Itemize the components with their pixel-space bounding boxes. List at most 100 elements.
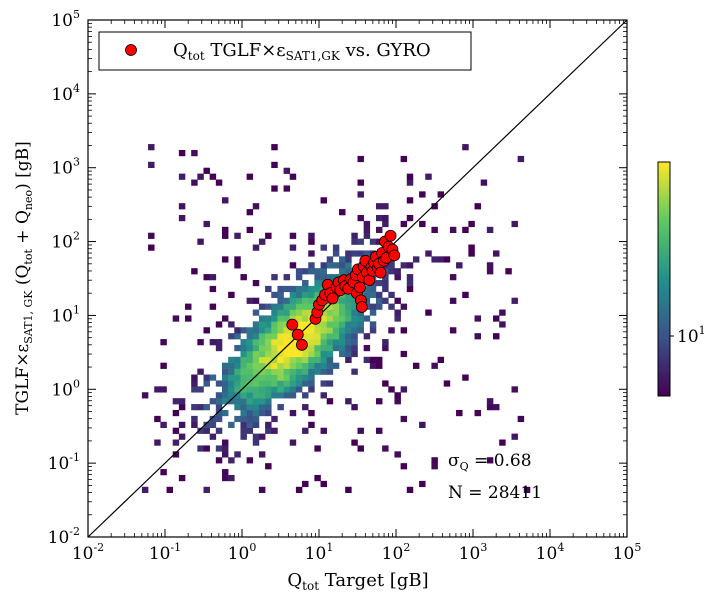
heatmap-cell <box>308 380 315 387</box>
heatmap-cell <box>271 415 278 423</box>
heatmap-cell <box>258 380 266 387</box>
heatmap-cell <box>228 457 235 464</box>
heatmap-cell <box>283 185 291 192</box>
heatmap-cell <box>382 297 389 304</box>
heatmap-cell <box>234 333 241 340</box>
heatmap-cell <box>339 268 346 275</box>
heatmap-cell <box>345 398 352 405</box>
heatmap-cell <box>345 315 352 322</box>
sigma-annotation: σQ = 0.68 <box>448 451 532 473</box>
heatmap-cell <box>209 173 217 180</box>
heatmap-cell <box>252 297 260 304</box>
heatmap-cell <box>197 404 204 411</box>
heatmap-cell <box>382 344 389 352</box>
heatmap-cell <box>314 368 321 375</box>
heatmap-cell <box>240 350 247 358</box>
heatmap-cell <box>302 368 309 375</box>
heatmap-cell <box>511 297 518 304</box>
heatmap-cell <box>258 362 266 369</box>
heatmap-cell <box>295 362 303 369</box>
heatmap-cell <box>314 339 321 346</box>
heatmap-cell <box>468 244 475 251</box>
heatmap-cell <box>320 344 327 352</box>
heatmap-cell <box>271 333 278 340</box>
heatmap-cell <box>258 451 266 458</box>
heatmap-cell <box>283 297 291 304</box>
heatmap-cell <box>228 368 235 375</box>
heatmap-cell <box>271 309 278 316</box>
heatmap-cell <box>339 256 346 263</box>
heatmap-cell <box>523 486 531 493</box>
heatmap-cell <box>412 362 420 369</box>
heatmap-cell <box>351 303 358 310</box>
heatmap-cell <box>295 350 303 358</box>
heatmap-cell <box>258 356 266 363</box>
legend: Qtot TGLF×εSAT1,GK vs. GYRO <box>98 31 472 71</box>
x-tick-label: 101 <box>305 541 334 564</box>
heatmap-cell <box>339 297 346 304</box>
heatmap-cell <box>326 315 334 322</box>
heatmap-cell <box>394 268 401 275</box>
heatmap-cell <box>283 368 291 375</box>
heatmap-cell <box>258 398 266 405</box>
heatmap-cell <box>252 321 260 328</box>
heatmap-cell <box>314 321 321 328</box>
heatmap-cell <box>314 333 321 340</box>
heatmap-cell <box>486 404 494 411</box>
heatmap-cell <box>375 214 383 222</box>
heatmap-cell <box>468 250 475 257</box>
heatmap-cell <box>351 350 358 358</box>
heatmap-cell <box>314 327 321 334</box>
heatmap-cell <box>234 232 241 239</box>
heatmap-cell <box>265 350 272 358</box>
heatmap-cell <box>154 439 161 446</box>
heatmap-cell <box>228 392 235 399</box>
heatmap-cell <box>283 274 291 281</box>
heatmap-cell <box>252 356 260 363</box>
heatmap-cell <box>265 333 272 340</box>
heatmap-cell <box>209 274 217 281</box>
heatmap-cell <box>289 244 297 251</box>
heatmap-cell <box>265 356 272 363</box>
heatmap-cell <box>240 374 247 381</box>
heatmap-cell <box>221 474 229 482</box>
heatmap-cell <box>258 344 266 352</box>
heatmap-cell <box>234 256 241 263</box>
heatmap-cell <box>246 368 254 375</box>
heatmap-cell <box>388 291 395 299</box>
heatmap-cell <box>265 285 272 293</box>
heatmap-cell <box>252 421 260 428</box>
heatmap-cell <box>314 268 321 275</box>
heatmap-cell <box>277 380 284 387</box>
heatmap-cell <box>406 279 414 287</box>
heatmap-cell <box>431 256 438 263</box>
heatmap-cell <box>209 303 217 310</box>
heatmap-cell <box>258 368 266 375</box>
heatmap-cell <box>382 339 389 346</box>
heatmap-cell <box>517 155 525 163</box>
heatmap-cell <box>345 339 352 346</box>
heatmap-cell <box>215 344 223 352</box>
heatmap-cell <box>246 297 254 304</box>
heatmap-cell <box>209 374 217 381</box>
heatmap-cell <box>425 309 432 316</box>
heatmap-cell <box>209 398 217 405</box>
heatmap-cell <box>160 362 167 369</box>
heatmap-cell <box>191 404 198 411</box>
heatmap-cell <box>252 380 260 387</box>
heatmap-cell <box>221 315 229 322</box>
heatmap-cell <box>289 439 297 446</box>
heatmap-cell <box>271 350 278 358</box>
heatmap-cell <box>308 374 315 381</box>
heatmap-cell <box>351 232 358 239</box>
heatmap-cell <box>252 309 260 316</box>
heatmap-cell <box>228 291 235 299</box>
heatmap-cell <box>258 315 266 322</box>
x-tick-label: 10-2 <box>72 541 104 564</box>
scatter-point <box>354 281 366 294</box>
heatmap-cell <box>289 173 297 180</box>
heatmap-cell <box>228 356 235 363</box>
heatmap-cell <box>320 321 327 328</box>
heatmap-cell <box>215 457 223 464</box>
heatmap-cell <box>394 274 401 281</box>
